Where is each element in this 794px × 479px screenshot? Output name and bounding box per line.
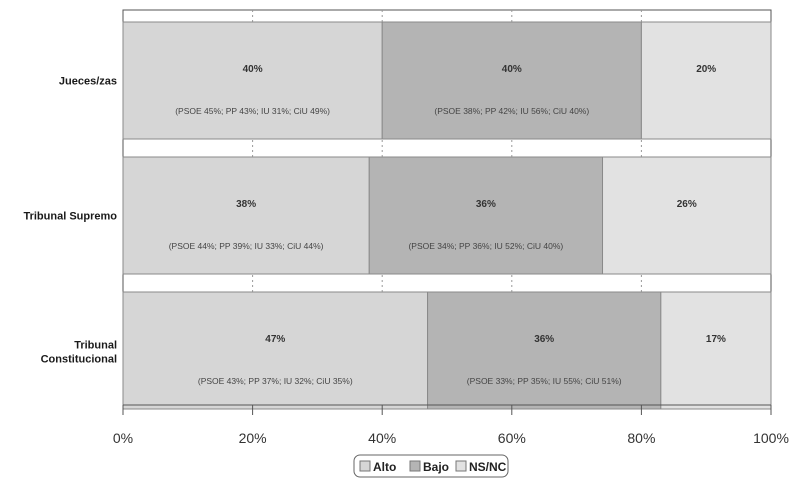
bar-detail-label: (PSOE 45%; PP 43%; IU 31%; CiU 49%) xyxy=(175,106,330,116)
legend: Alto Bajo NS/NC xyxy=(353,454,509,478)
bar-detail-label: (PSOE 33%; PP 35%; IU 55%; CiU 51%) xyxy=(467,376,622,386)
x-tick-label: 0% xyxy=(113,430,133,446)
legend-label: NS/NC xyxy=(469,460,507,474)
legend-swatch xyxy=(409,460,421,472)
legend-swatch xyxy=(359,460,371,472)
bar-value-label: 36% xyxy=(476,199,496,210)
bar-segment xyxy=(122,156,370,275)
labels-layer: 40% (PSOE 45%; PP 43%; IU 31%; CiU 49%) 40… xyxy=(23,64,726,386)
bar-value-label: 47% xyxy=(265,334,285,345)
bar-value-label: 40% xyxy=(243,64,263,75)
bar-segment xyxy=(368,156,604,275)
bar-value-label: 36% xyxy=(534,334,554,345)
legend-swatch xyxy=(455,460,467,472)
category-label: Tribunal Supremo xyxy=(23,211,117,223)
bar-value-label: 17% xyxy=(706,334,726,345)
x-tick-label: 40% xyxy=(368,430,396,446)
bars-layer xyxy=(122,21,772,410)
x-tick-label: 80% xyxy=(627,430,655,446)
bar-detail-label: (PSOE 44%; PP 39%; IU 33%; CiU 44%) xyxy=(169,241,324,251)
bar-value-label: 40% xyxy=(502,64,522,75)
bar-segment xyxy=(122,21,383,140)
bar-value-label: 26% xyxy=(677,199,697,210)
x-tick-label: 20% xyxy=(239,430,267,446)
bar-segment xyxy=(427,291,662,410)
legend-label: Alto xyxy=(373,460,396,474)
bar-segment xyxy=(381,21,642,140)
x-tick-label: 100% xyxy=(753,430,789,446)
axis-layer: 0% 20% 40% 60% 80% 100% xyxy=(113,404,789,446)
bar-segment xyxy=(640,21,772,140)
bar-detail-label: (PSOE 34%; PP 36%; IU 52%; CiU 40%) xyxy=(408,241,563,251)
bar-segment xyxy=(122,291,429,410)
bar-segment xyxy=(602,156,772,275)
bar-detail-label: (PSOE 38%; PP 42%; IU 56%; CiU 40%) xyxy=(434,106,589,116)
bar-segment xyxy=(660,291,772,410)
category-label: Tribunal Constitucional xyxy=(41,340,117,366)
bar-value-label: 38% xyxy=(236,199,256,210)
bar-value-label: 20% xyxy=(696,64,716,75)
bar-detail-label: (PSOE 43%; PP 37%; IU 32%; CiU 35%) xyxy=(198,376,353,386)
category-label: Jueces/zas xyxy=(59,76,117,88)
legend-label: Bajo xyxy=(423,460,449,474)
x-tick-label: 60% xyxy=(498,430,526,446)
legend-box xyxy=(353,454,509,478)
